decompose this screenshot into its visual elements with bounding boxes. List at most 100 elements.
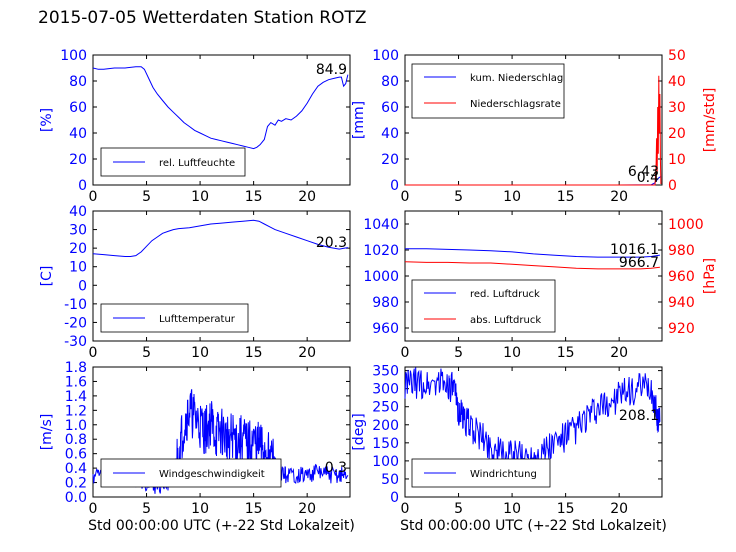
y-tick-label-right: 0 [668, 178, 677, 194]
x-axis-label: Std 00:00:00 UTC (+-22 Std Lokalzeit) [88, 518, 355, 534]
series-line-0 [404, 367, 661, 472]
y-axis-label: [C] [39, 266, 55, 287]
x-tick-label: 0 [89, 501, 98, 517]
y-tick-label-right: 940 [668, 295, 695, 311]
current-value-label: 208.1 [619, 408, 659, 424]
y-tick-label: 50 [381, 472, 399, 488]
chart-humidity: 0 5 10 15 20 0 20 40 60 80 100 [%] 84.9 rel. Luftfeuc… [39, 48, 351, 205]
legend-label: red. Luftdruck [470, 289, 540, 300]
y-tick-label: 1020 [363, 243, 399, 259]
x-tick-label: 20 [610, 501, 628, 517]
x-tick-label: 15 [245, 345, 263, 361]
x-tick-label: 15 [245, 501, 263, 517]
y-axis-label-right: [hPa] [702, 258, 718, 294]
y-tick-label-right: 20 [668, 126, 686, 142]
y-tick-label: 80 [381, 74, 399, 90]
legend-box [411, 458, 551, 488]
current-value-label: 84.9 [316, 62, 347, 78]
legend: red. Luftdruck abs. Luftdruck [411, 279, 556, 333]
y-tick-label-right: 10 [668, 152, 686, 168]
y-tick-label: 300 [372, 382, 399, 398]
series-line-1 [404, 261, 660, 270]
y-tick-label: 1.0 [65, 418, 87, 434]
y-tick-label: 10 [69, 260, 87, 276]
y-tick-label-right: 960 [668, 269, 695, 285]
chart-precipitation: 0 5 10 15 20 0 20 40 60 80 100 0 10 20 30 40 50 [mm] [mm/s… [351, 48, 718, 205]
x-tick-label: 5 [454, 189, 463, 205]
y-tick-label: 960 [372, 321, 399, 337]
series-line-0 [92, 66, 349, 150]
y-tick-label: 100 [60, 48, 87, 64]
y-tick-label: 350 [372, 364, 399, 380]
x-tick-label: 0 [89, 189, 98, 205]
legend: rel. Luftfeuchte [100, 147, 246, 177]
y-tick-label: 20 [69, 152, 87, 168]
x-tick-label: 20 [610, 345, 628, 361]
y-tick-label-right: 920 [668, 321, 695, 337]
legend: kum. Niederschlag Niederschlagsrate [411, 63, 565, 119]
y-tick-label: 0.6 [65, 447, 87, 463]
x-axis-label: Std 00:00:00 UTC (+-22 Std Lokalzeit) [400, 518, 667, 534]
x-tick-label: 5 [454, 345, 463, 361]
y-tick-label: 0 [390, 178, 399, 194]
legend-label: abs. Luftdruck [470, 315, 541, 326]
y-tick-label: 1.4 [65, 389, 87, 405]
y-tick-label: 980 [372, 295, 399, 311]
legend: Windgeschwindigkeit [100, 458, 282, 488]
y-tick-label-right: 50 [668, 48, 686, 64]
y-tick-label: 100 [372, 48, 399, 64]
y-tick-label: 1.2 [65, 403, 87, 419]
y-tick-label: 250 [372, 400, 399, 416]
x-tick-label: 20 [298, 501, 316, 517]
y-tick-label: 0.2 [65, 476, 87, 492]
series-line-0 [405, 248, 660, 258]
current-value-label: 0.3 [325, 460, 347, 476]
current-value-label-2: 0.4 [637, 170, 659, 186]
y-axis-label: [m/s] [39, 414, 55, 451]
y-tick-label: 150 [372, 436, 399, 452]
x-tick-label: 0 [401, 345, 410, 361]
y-tick-label: -20 [64, 315, 87, 331]
y-tick-label: 1.6 [65, 374, 87, 390]
x-tick-label: 10 [503, 501, 521, 517]
plot-frame [92, 366, 351, 498]
plot-frame [92, 210, 351, 342]
y-tick-label: 1000 [363, 269, 399, 285]
legend-box [411, 279, 556, 333]
plot-frame [92, 54, 351, 186]
y-tick-label-right: 30 [668, 100, 686, 116]
y-tick-label: 40 [69, 126, 87, 142]
series-line-0 [405, 176, 662, 186]
y-tick-label: 1040 [363, 217, 399, 233]
y-axis-label-right: [mm/std] [702, 88, 718, 153]
y-tick-label: -10 [64, 297, 87, 313]
x-tick-label: 15 [557, 501, 575, 517]
y-tick-label: 1.8 [65, 360, 87, 376]
y-tick-label: 0.8 [65, 432, 87, 448]
x-tick-label: 0 [401, 501, 410, 517]
x-tick-label: 10 [503, 189, 521, 205]
y-tick-label: 40 [69, 204, 87, 220]
chart-windspeed: 0 5 10 15 20 0.00.20.40.60.81.01.21.41.61.8 [m… [39, 360, 355, 534]
figure-title: 2015-07-05 Wetterdaten Station ROTZ [38, 8, 367, 28]
current-value-label-2: 966.7 [619, 255, 659, 271]
legend-label: kum. Niederschlag [470, 73, 563, 84]
y-tick-label: 30 [69, 223, 87, 239]
y-tick-label: 60 [381, 100, 399, 116]
chart-pressure: 0 5 10 15 20 960 980 1000 1020 1040 920 940 960 980 10… [363, 210, 718, 361]
y-tick-label: 0 [78, 278, 87, 294]
y-axis-label: [%] [39, 108, 55, 132]
y-tick-label: 80 [69, 74, 87, 90]
y-tick-label: 200 [372, 418, 399, 434]
x-tick-label: 0 [401, 189, 410, 205]
y-tick-label: 0.0 [65, 490, 87, 506]
x-tick-label: 20 [298, 189, 316, 205]
y-tick-label: 40 [381, 126, 399, 142]
legend-label: Windgeschwindigkeit [159, 469, 265, 480]
legend-label: Lufttemperatur [159, 314, 236, 325]
y-tick-label: 0.4 [65, 461, 87, 477]
x-tick-label: 10 [191, 345, 209, 361]
x-tick-label: 5 [142, 189, 151, 205]
x-tick-label: 10 [191, 501, 209, 517]
